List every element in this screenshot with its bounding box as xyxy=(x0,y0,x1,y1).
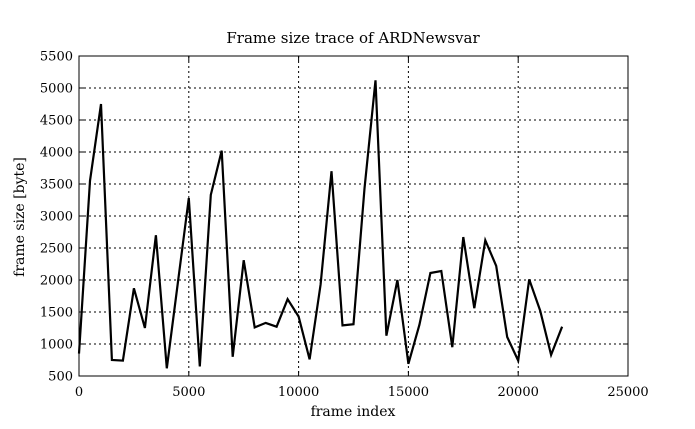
y-tick-label: 500 xyxy=(48,370,73,385)
y-tick-label: 1500 xyxy=(40,306,73,321)
y-tick-label: 2500 xyxy=(40,242,73,257)
x-tick-label: 0 xyxy=(75,385,83,400)
axis-ticks xyxy=(78,55,629,377)
y-tick-label: 1000 xyxy=(40,338,73,353)
x-axis-tick-labels: 0 5000 10000 15000 20000 25000 xyxy=(75,385,649,400)
y-axis-tick-labels: 500 1000 1500 2000 2500 3000 3500 4000 4500 5000 5… xyxy=(40,50,73,385)
y-tick-label: 4500 xyxy=(40,114,73,129)
series-line xyxy=(77,80,564,369)
y-tick-label: 2000 xyxy=(40,274,73,289)
y-tick-label: 5500 xyxy=(40,50,73,65)
x-axis-label: frame index xyxy=(311,404,396,420)
grid-lines xyxy=(79,56,628,376)
y-tick-label: 3500 xyxy=(40,178,73,193)
y-tick-label: 3000 xyxy=(40,210,73,225)
x-tick-label: 20000 xyxy=(498,385,539,400)
y-tick-label: 5000 xyxy=(40,82,73,97)
chart-title: Frame size trace of ARDNewsvar xyxy=(226,29,480,47)
y-tick-label: 4000 xyxy=(40,146,73,161)
x-tick-label: 10000 xyxy=(278,385,319,400)
x-tick-label: 25000 xyxy=(607,385,648,400)
y-axis-label: frame size [byte] xyxy=(12,157,28,277)
x-tick-label: 15000 xyxy=(388,385,429,400)
x-tick-label: 5000 xyxy=(172,385,205,400)
